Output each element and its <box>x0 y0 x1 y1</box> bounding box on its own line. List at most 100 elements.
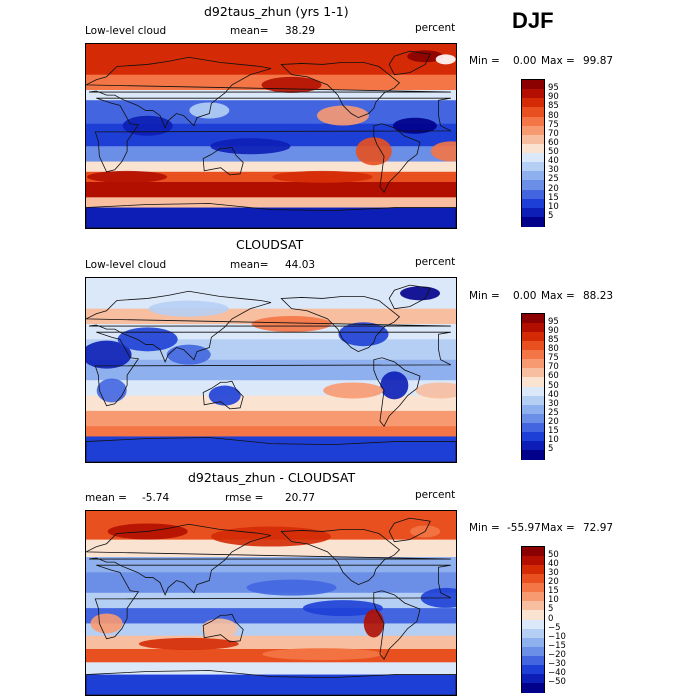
panel1-variable-label: Low-level cloud <box>85 25 167 37</box>
panel2-colorbar: 95 90 85 80 75 70 60 50 40 30 25 20 15 10 5 <box>521 313 559 460</box>
colorbar-swatch <box>522 655 544 666</box>
panel2-mean-label: mean= <box>230 259 269 271</box>
colorbar-swatch <box>522 646 544 657</box>
coastline <box>86 290 451 363</box>
field-blob <box>211 526 331 547</box>
colorbar-swatch <box>522 404 544 415</box>
colorbar-swatch <box>522 440 544 451</box>
colorbar-tick-label: −50 <box>548 676 566 687</box>
colorbar-swatch <box>522 341 544 351</box>
field-blob <box>415 382 456 399</box>
colorbar-tick-label: 40 <box>548 559 559 570</box>
field-blob <box>407 50 444 63</box>
field-band <box>86 171 456 183</box>
panel1-mean-label: mean= <box>230 25 269 37</box>
colorbar-tick-label: 85 <box>548 101 559 112</box>
field-band <box>86 161 456 173</box>
coastline <box>388 50 431 76</box>
colorbar-swatch <box>522 153 544 163</box>
colorbar-tick-label: 40 <box>548 389 559 400</box>
colorbar-tick-label: 25 <box>548 407 559 418</box>
colorbar-tick-label: 10 <box>548 201 559 212</box>
colorbar-swatch <box>522 98 544 108</box>
colorbar-tick-label: 10 <box>548 595 559 606</box>
colorbar-swatch <box>522 368 544 379</box>
colorbar-swatch <box>522 171 544 181</box>
field-blob <box>117 327 178 352</box>
coastline <box>373 590 421 660</box>
colorbar-tick-label: −40 <box>548 667 566 678</box>
field-band <box>86 426 456 437</box>
panel1-map <box>85 43 457 229</box>
panel3-min-value: -55.97 <box>507 522 541 534</box>
field-blob <box>96 378 127 403</box>
colorbar-swatch <box>522 80 544 90</box>
colorbar-swatch <box>522 592 544 602</box>
colorbar-swatch <box>522 431 544 442</box>
colorbar-tick-label: −10 <box>548 631 566 642</box>
colorbar-swatch <box>522 198 544 209</box>
colorbar-tick-label: 70 <box>548 128 559 139</box>
field-band <box>86 207 456 228</box>
colorbar-swatch <box>522 116 544 127</box>
coastline <box>94 564 452 640</box>
colorbar-swatch <box>522 134 544 145</box>
colorbar-tick-label: −5 <box>548 622 561 633</box>
coastline <box>86 56 451 129</box>
colorbar-swatch <box>522 107 544 118</box>
colorbar-swatch <box>522 565 544 575</box>
panel2-title: CLOUDSAT <box>236 237 304 252</box>
field-blob <box>400 286 441 301</box>
field-band <box>86 674 456 695</box>
colorbar-swatch <box>522 314 544 324</box>
colorbar-swatch <box>522 628 544 639</box>
field-band <box>86 539 456 558</box>
field-blob <box>323 382 384 399</box>
colorbar-tick-label: 5 <box>548 443 554 454</box>
colorbar-swatch <box>522 610 544 621</box>
panel2-mean-value: 44.03 <box>285 259 316 271</box>
coastline <box>86 203 456 228</box>
field-band <box>86 90 456 101</box>
field-blob <box>86 340 132 369</box>
field-blob <box>435 54 456 65</box>
panel2-max-value: 88.23 <box>583 290 614 302</box>
colorbar-tick-label: 5 <box>548 210 554 221</box>
colorbar-swatch <box>522 664 544 675</box>
coastline <box>86 670 456 695</box>
coastline <box>202 613 244 643</box>
colorbar-tick-label: 85 <box>548 335 559 346</box>
colorbar-swatch <box>522 422 544 433</box>
colorbar-swatch <box>522 413 544 424</box>
colorbar-swatch <box>522 207 544 218</box>
coastline <box>373 123 421 193</box>
field-band <box>86 592 456 609</box>
colorbar-tick-label: 15 <box>548 192 559 203</box>
field-band <box>86 608 456 624</box>
field-blob <box>430 141 456 162</box>
colorbar-tick-label: 95 <box>548 317 559 328</box>
colorbar-tick-label: −15 <box>548 640 566 651</box>
coastline <box>86 437 456 462</box>
colorbar-tick-label: 50 <box>548 550 559 561</box>
field-blob <box>392 117 437 134</box>
colorbar-tick-label: 5 <box>548 604 554 615</box>
field-band <box>86 44 456 76</box>
colorbar-tick-label: 30 <box>548 568 559 579</box>
colorbar-tick-label: 95 <box>548 83 559 94</box>
panel3-units-label: percent <box>415 489 456 501</box>
colorbar-swatch <box>522 673 544 684</box>
field-band <box>86 410 456 427</box>
field-band <box>86 278 456 310</box>
coastline <box>94 331 452 407</box>
panel2-min-label: Min = <box>469 290 500 302</box>
panel2-min-value: 0.00 <box>513 290 537 302</box>
colorbar-swatch <box>522 556 544 566</box>
colorbar-swatch <box>522 547 544 557</box>
coastline <box>202 146 244 176</box>
colorbar-tick-label: 60 <box>548 371 559 382</box>
field-blob <box>338 322 389 347</box>
colorbar-swatch <box>522 332 544 342</box>
colorbar-swatch <box>522 619 544 630</box>
field-blob <box>272 170 373 183</box>
